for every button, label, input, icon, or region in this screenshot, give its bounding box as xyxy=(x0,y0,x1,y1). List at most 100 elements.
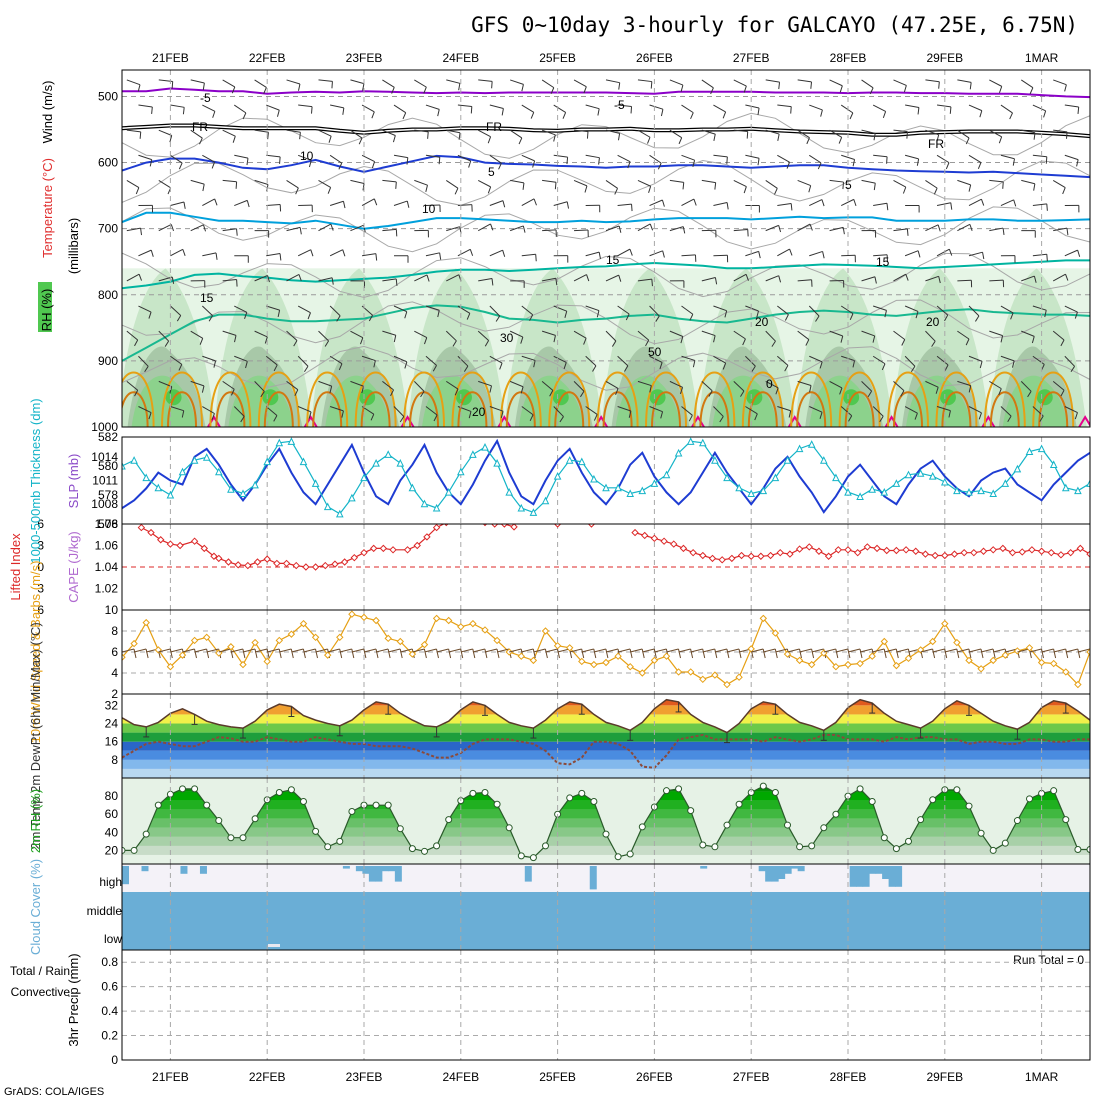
wind-barb-flag xyxy=(916,158,920,166)
wind-barb xyxy=(745,355,756,367)
wind-barb xyxy=(339,648,352,653)
temperature-contour-25 xyxy=(306,371,349,427)
wind-barb xyxy=(1000,355,1015,362)
wind-barb-flag xyxy=(298,274,302,281)
wind-barb xyxy=(1032,305,1047,311)
lifted-index-point xyxy=(844,546,852,554)
contour-label-5: 5 xyxy=(845,178,852,192)
wind-barb xyxy=(829,179,844,183)
wind-barb xyxy=(701,381,713,392)
wind-barb-flag xyxy=(290,648,294,659)
wind-barb-flag xyxy=(778,225,782,233)
wind-barb-flag xyxy=(264,336,268,344)
wind-barb-flag xyxy=(452,340,457,347)
ylabel-rh2m: 2m RH (%) xyxy=(28,789,43,853)
wind-barb xyxy=(1064,104,1079,108)
rh-point xyxy=(1013,817,1021,825)
rh-point xyxy=(348,807,356,815)
wind-barb xyxy=(713,355,726,364)
wind-barb-flag xyxy=(598,251,601,259)
wind-barb xyxy=(1053,129,1068,133)
wind-barb xyxy=(382,79,395,88)
wind-barb-flag xyxy=(194,648,197,659)
wind-speed-point xyxy=(432,614,441,623)
wind-barb xyxy=(414,274,428,282)
cloud-high-bar xyxy=(856,866,864,887)
thickness-point xyxy=(747,489,756,498)
wind-barb-flag xyxy=(935,387,939,394)
wind-barb xyxy=(637,278,652,282)
wind-barb-flag xyxy=(849,313,854,321)
wind-barb xyxy=(222,79,236,88)
wind-barb-flag xyxy=(1076,159,1079,167)
wind-barb-flag xyxy=(363,648,367,659)
wind-barb-flag xyxy=(1045,156,1048,164)
rh-contour-label: 50 xyxy=(648,345,662,359)
wind-barb-flag xyxy=(304,365,309,373)
temp-line xyxy=(122,698,1090,734)
cloud-level-middle: middle xyxy=(87,904,123,918)
date-label-top: 27FEB xyxy=(733,51,770,65)
wind-barb-flag xyxy=(874,276,877,284)
wind-barb-flag xyxy=(491,278,494,286)
wind-barb-flag xyxy=(742,338,746,346)
rh-point xyxy=(905,837,912,845)
wind-barb xyxy=(350,79,365,85)
wind-barb-flag xyxy=(458,83,461,91)
wind-barb xyxy=(873,254,888,257)
wind-barb xyxy=(138,154,152,161)
wind-barb xyxy=(605,380,619,389)
wind-barb xyxy=(841,198,855,206)
wind-barb xyxy=(829,380,843,389)
wind-speed-point xyxy=(1025,644,1034,652)
temp-band xyxy=(122,723,1090,733)
wind-speed-point xyxy=(336,633,344,642)
wind-barb xyxy=(318,380,332,387)
wind-barb xyxy=(957,330,970,340)
wind-barb xyxy=(126,79,141,86)
wind-barb-flag xyxy=(433,414,438,422)
humidity-contour xyxy=(122,159,1090,206)
wind-barb-flag xyxy=(454,388,459,396)
wind-barb-flag xyxy=(1062,187,1066,195)
wind-barb-flag xyxy=(751,365,756,372)
rh-point xyxy=(191,785,199,793)
wind-barb xyxy=(809,406,823,413)
wind-barb xyxy=(861,330,875,337)
wind-barb xyxy=(425,104,440,110)
wind-speed-point xyxy=(553,641,562,650)
wind-barb xyxy=(1064,355,1075,367)
upper-air-frame xyxy=(121,69,1091,428)
temperature-contour-30 xyxy=(409,391,440,427)
wind-barb-flag xyxy=(339,648,343,659)
lifted-index-point xyxy=(1076,544,1085,553)
wind-barb xyxy=(989,330,1003,337)
wind-barb-flag xyxy=(149,159,153,167)
wind-barb-flag xyxy=(324,340,330,347)
wind-barb-flag xyxy=(661,199,665,207)
wind-barb xyxy=(637,330,650,341)
wind-barb xyxy=(585,251,600,257)
wind-barb-flag xyxy=(835,648,839,659)
wind-barb-flag xyxy=(276,109,280,117)
wind-barb xyxy=(478,380,492,387)
rh-point xyxy=(711,843,719,851)
wind-barb-flag xyxy=(342,107,345,115)
thickness-point xyxy=(723,473,731,482)
wind-barb-flag xyxy=(979,110,983,118)
wind-barb-flag xyxy=(790,203,793,211)
wind-barb-flag xyxy=(392,135,396,143)
wind-barb xyxy=(573,179,588,187)
temperature-contour-25 xyxy=(838,371,881,427)
run-total-label: Run Total = 0 xyxy=(1013,953,1084,967)
wind-barb-flag xyxy=(937,224,941,232)
y-tick-thickness: 576 xyxy=(98,517,118,531)
date-label-bottom: 22FEB xyxy=(249,1070,286,1084)
wind-barb xyxy=(318,179,331,188)
wind-speed-point xyxy=(348,610,356,618)
wind-barb xyxy=(478,79,493,82)
lifted-index-point xyxy=(960,548,968,557)
wind-barb xyxy=(375,648,389,653)
wind-barb xyxy=(190,330,203,339)
thickness-point xyxy=(674,448,683,457)
